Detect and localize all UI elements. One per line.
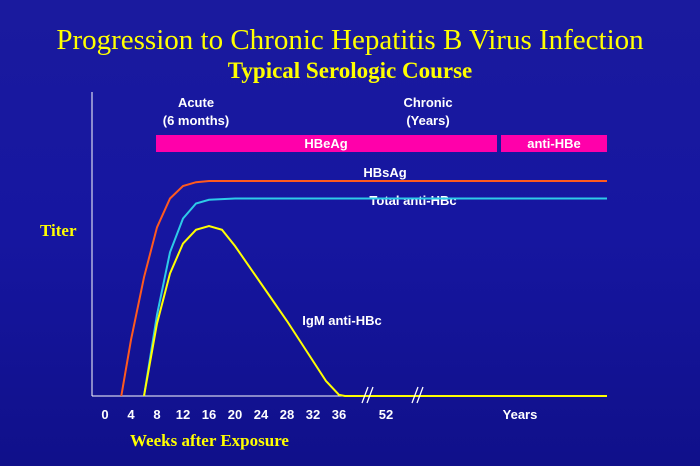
- x-tick-label: 20: [228, 407, 242, 422]
- y-axis-label: Titer: [40, 221, 77, 240]
- x-tick-label: 0: [101, 407, 108, 422]
- x-tick-label: 16: [202, 407, 216, 422]
- chart-subtitle: Typical Serologic Course: [227, 58, 473, 83]
- series-line-hbsag: [120, 180, 607, 397]
- x-tick-label: 8: [153, 407, 160, 422]
- x-tick-label: 12: [176, 407, 190, 422]
- series-label-total-anti-hbc: Total anti-HBc: [369, 193, 456, 208]
- series-line-igm-anti-hbc: [143, 224, 607, 397]
- axis-break-mark-1: [361, 386, 374, 404]
- x-tick-label: Years: [503, 407, 538, 422]
- phase-label-acute-line1: Acute: [178, 95, 214, 110]
- x-tick-label: 36: [332, 407, 346, 422]
- phase-label-chronic-line2: (Years): [406, 113, 449, 128]
- x-tick-label: 24: [254, 407, 269, 422]
- hbeag-bar: [156, 135, 497, 152]
- phase-label-acute-line2: (6 months): [163, 113, 229, 128]
- x-axis-label: Weeks after Exposure: [130, 431, 289, 450]
- x-tick-label: 52: [379, 407, 393, 422]
- axis-break-mark-2: [411, 386, 424, 404]
- series-label-igm-anti-hbc: IgM anti-HBc: [302, 313, 381, 328]
- x-tick-label: 32: [306, 407, 320, 422]
- chart-title: Progression to Chronic Hepatitis B Virus…: [56, 24, 644, 56]
- anti-hbe-bar-label: anti-HBe: [527, 136, 580, 151]
- series-label-hbsag: HBsAg: [363, 165, 406, 180]
- hbeag-bar-label: HBeAg: [304, 136, 347, 151]
- x-tick-label: 28: [280, 407, 294, 422]
- phase-label-chronic-line1: Chronic: [403, 95, 452, 110]
- series-line-total-anti-hbc: [143, 197, 607, 397]
- anti-hbe-bar: [501, 135, 607, 152]
- x-tick-label: 4: [127, 407, 135, 422]
